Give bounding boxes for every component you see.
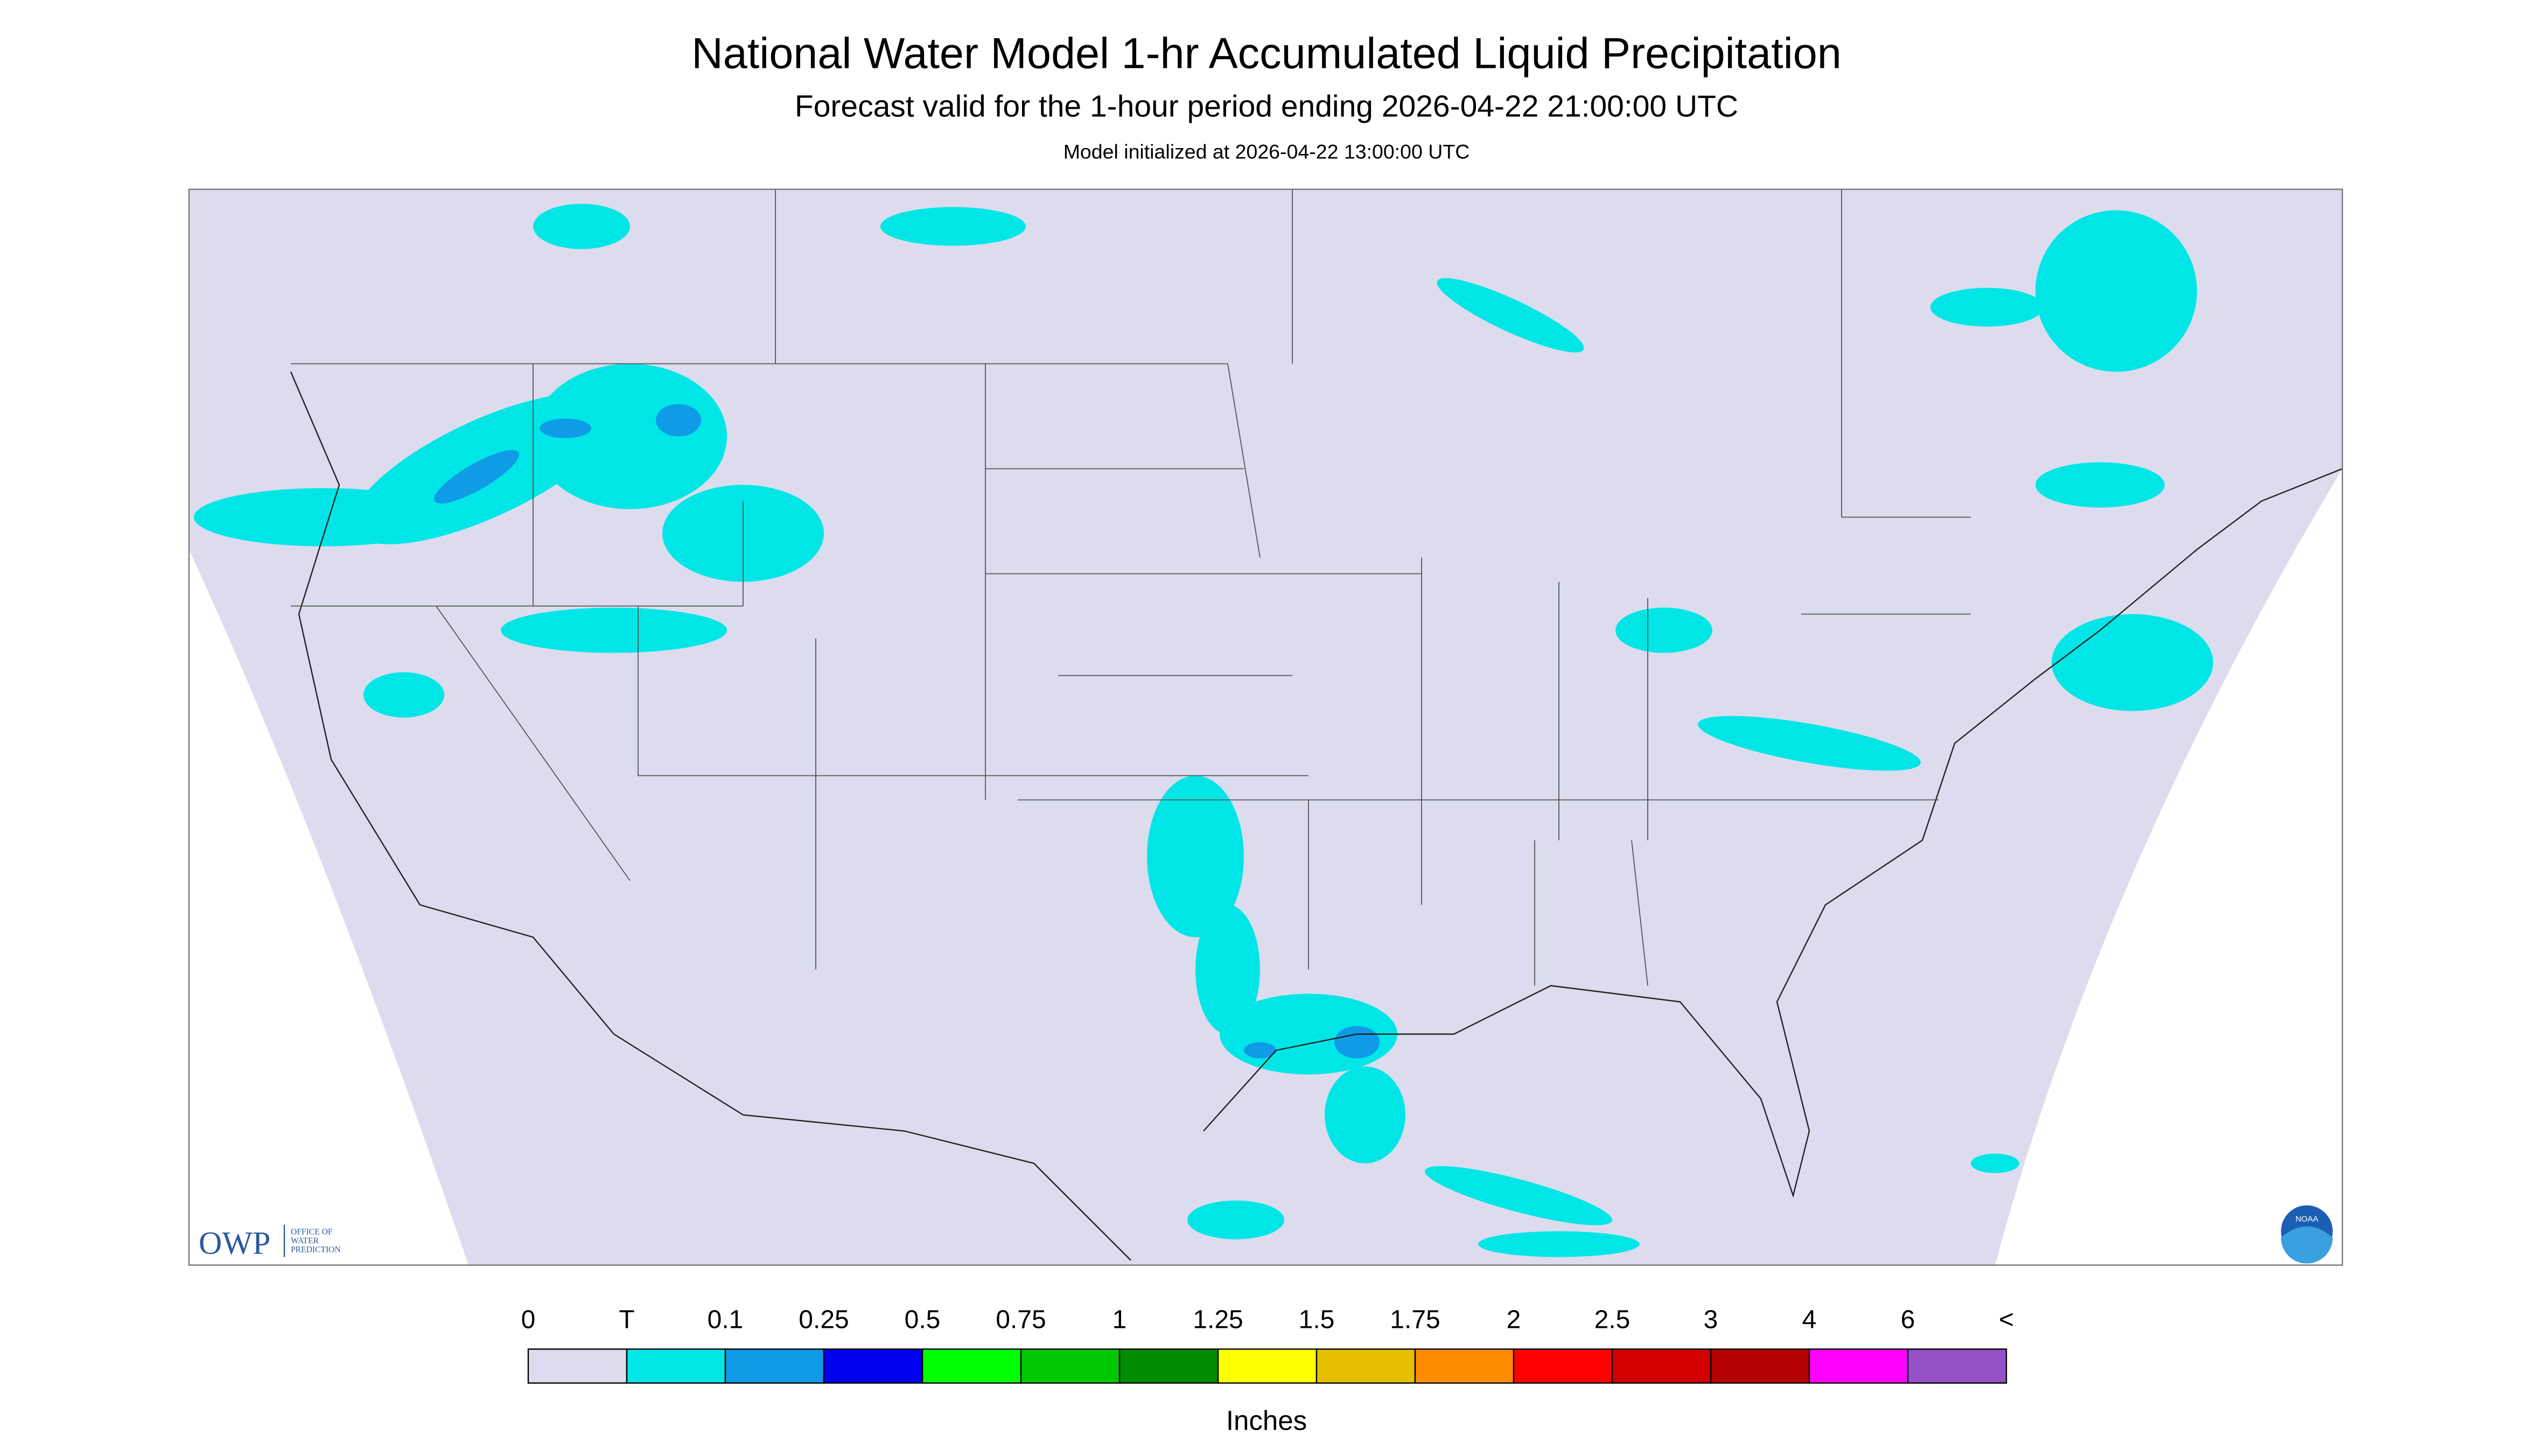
legend-label: 0.75 xyxy=(996,1306,1046,1334)
legend-swatch xyxy=(1118,1348,1219,1384)
legend-swatch xyxy=(1217,1348,1318,1384)
owp-logo-text: OWP xyxy=(199,1226,270,1261)
owp-logo-line: OFFICE OF xyxy=(291,1228,333,1237)
legend-swatch xyxy=(823,1348,923,1384)
legend-swatch xyxy=(1907,1348,2007,1384)
legend-swatch xyxy=(527,1348,628,1384)
noaa-logo: NOAA xyxy=(2281,1205,2333,1264)
owp-logo-line: WATER xyxy=(291,1236,319,1245)
map-border xyxy=(188,188,2343,1266)
legend-swatch xyxy=(1611,1348,1712,1384)
legend-label: 1 xyxy=(1112,1306,1127,1334)
legend-swatch xyxy=(1020,1348,1121,1384)
title: National Water Model 1-hr Accumulated Li… xyxy=(691,30,1842,78)
init-note: Model initialized at 2026-04-22 13:00:00… xyxy=(1063,141,1470,163)
legend-label: T xyxy=(619,1306,634,1334)
legend-label: 0.25 xyxy=(799,1306,849,1334)
boundaries xyxy=(290,189,2343,1261)
legend-label: < xyxy=(1999,1306,2014,1334)
legend-swatch xyxy=(724,1348,825,1384)
owp-logo-line: PREDICTION xyxy=(291,1245,341,1255)
legend-swatch xyxy=(1808,1348,1909,1384)
legend-swatch xyxy=(921,1348,1022,1384)
legend-swatch xyxy=(626,1348,726,1384)
precip-areas xyxy=(194,204,2213,1257)
legend-label: 2 xyxy=(1507,1306,1521,1334)
legend-label: 4 xyxy=(1802,1306,1817,1334)
projection-area xyxy=(189,189,2342,1265)
legend-label: 0 xyxy=(521,1306,536,1334)
legend-label: 1.5 xyxy=(1299,1306,1335,1334)
legend-label: 2.5 xyxy=(1594,1306,1631,1334)
subtitle: Forecast valid for the 1-hour period end… xyxy=(795,89,1738,124)
legend-label: 6 xyxy=(1901,1306,1915,1334)
noaa-logo-text: NOAA xyxy=(2296,1215,2319,1224)
legend: 0 T 0.1 0.25 0.5 0.75 1 1.25 1.5 1.75 2 2.5 3 4 6 < xyxy=(521,1306,2014,1384)
legend-units: Inches xyxy=(1226,1405,1307,1436)
legend-label: 1.25 xyxy=(1193,1306,1243,1334)
legend-label: 1.75 xyxy=(1390,1306,1440,1334)
legend-label: 0.1 xyxy=(708,1306,744,1334)
legend-label: 0.5 xyxy=(905,1306,941,1334)
legend-label: 3 xyxy=(1704,1306,1718,1334)
legend-swatch xyxy=(1710,1348,1810,1384)
legend-swatch xyxy=(1513,1348,1613,1384)
legend-swatch xyxy=(1414,1348,1515,1384)
legend-swatch xyxy=(1316,1348,1416,1384)
